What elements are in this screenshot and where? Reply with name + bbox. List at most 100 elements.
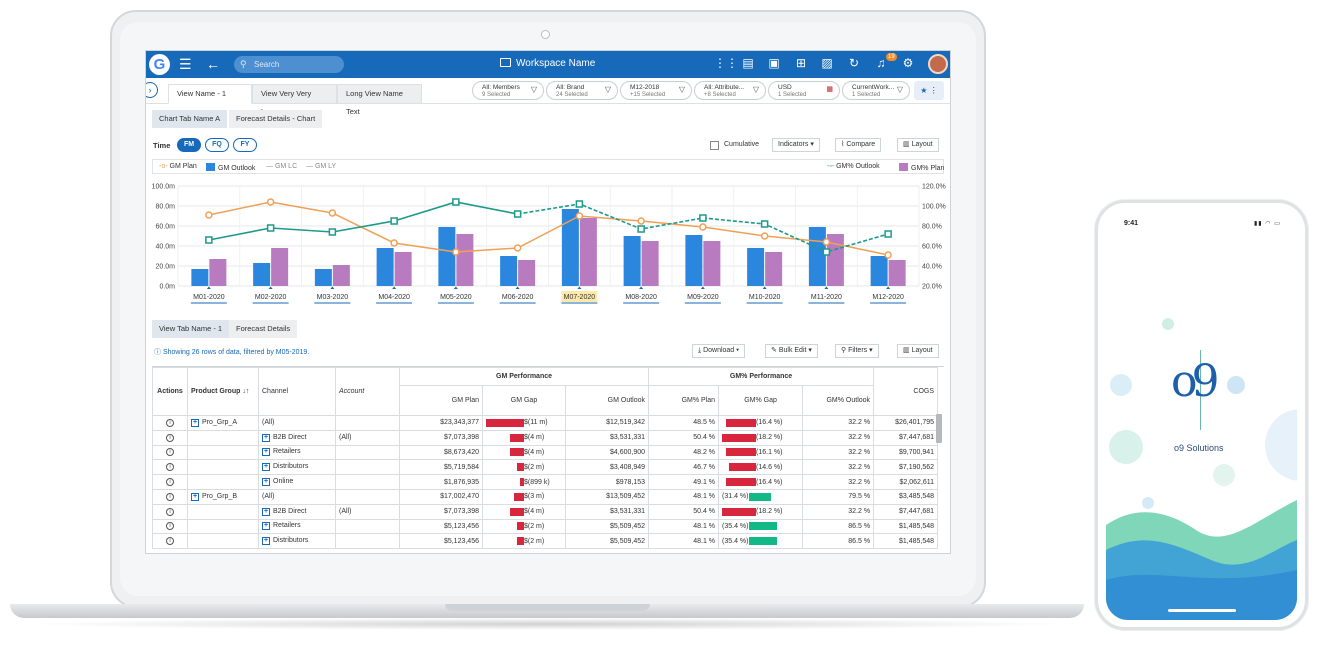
indicators-dropdown[interactable]: Indicators ▾: [772, 138, 820, 152]
info-icon[interactable]: i: [166, 463, 174, 472]
gm-plan-cell[interactable]: $5,123,456: [399, 533, 483, 550]
expand-icon[interactable]: +: [262, 463, 270, 472]
pdf-icon[interactable]: ▤: [742, 56, 754, 70]
cogs-cell[interactable]: $3,485,548: [873, 488, 939, 505]
legend-gm-ly[interactable]: — GM LY: [306, 163, 337, 170]
presentation-icon[interactable]: ▣: [768, 56, 780, 70]
gmp-plan-cell[interactable]: 48.5 %: [648, 415, 720, 431]
gm-plan-cell[interactable]: $7,073,398: [399, 503, 483, 520]
col-channel[interactable]: Channel: [258, 367, 336, 416]
cogs-cell[interactable]: $1,485,548: [873, 518, 939, 535]
avatar[interactable]: [928, 54, 948, 74]
expand-icon[interactable]: +: [262, 448, 270, 457]
gmp-plan-cell[interactable]: 50.4 %: [648, 503, 720, 520]
gmp-plan-cell[interactable]: 46.7 %: [648, 459, 720, 476]
table-row[interactable]: i + Pro_Grp_A (All) $23,343,377 $(11 m) $12,51…: [152, 415, 939, 431]
gmp-plan-cell[interactable]: 48.1 %: [648, 533, 720, 550]
filter-workspace[interactable]: CurrentWork... 1 Selected ▽: [842, 81, 910, 100]
download-dropdown[interactable]: ⤓ Download ▾: [692, 344, 746, 358]
table-row[interactable]: i + Distributors $5,719,584 $(2 m) $3,408,949…: [152, 459, 939, 476]
table-row[interactable]: i + Retailers $5,123,456 $(2 m) $5,509,452 48.…: [152, 518, 939, 535]
favorite-menu-button[interactable]: ★ ⋮: [914, 81, 944, 100]
col-gm-gap[interactable]: GM Gap: [482, 385, 566, 416]
filters-dropdown[interactable]: ⚲ Filters ▾: [835, 344, 879, 358]
expand-icon[interactable]: +: [262, 507, 270, 516]
tab-forecast-chart[interactable]: Forecast Details - Chart: [229, 110, 323, 128]
filter-attribute[interactable]: All: Attribute... +8 Selected ▽: [694, 81, 766, 100]
table-row[interactable]: i + Retailers $8,673,420 $(4 m) $4,600,900 48.…: [152, 444, 939, 461]
col-cogs[interactable]: COGS: [873, 367, 939, 416]
time-fq-button[interactable]: FQ: [205, 138, 229, 152]
gm-outlook-cell[interactable]: $12,519,342: [564, 415, 650, 431]
col-gmp-outlook[interactable]: GM% Outlook: [802, 385, 875, 416]
tab-chart-a[interactable]: Chart Tab Name A: [152, 110, 228, 128]
info-icon[interactable]: i: [166, 507, 174, 516]
info-icon[interactable]: i: [166, 433, 174, 442]
cogs-cell[interactable]: $7,447,681: [873, 429, 939, 446]
filter-time[interactable]: M12-2018 +15 Selected ▽: [620, 81, 692, 100]
expand-icon[interactable]: +: [262, 537, 270, 546]
table-layout-button[interactable]: ▥ Layout: [897, 344, 939, 358]
cogs-cell[interactable]: $2,062,611: [873, 474, 939, 490]
gm-plan-cell[interactable]: $23,343,377: [399, 415, 483, 431]
col-gm-plan[interactable]: GM Plan: [399, 385, 483, 416]
gmp-plan-cell[interactable]: 48.1 %: [648, 518, 720, 535]
tab-view-long[interactable]: View Very Very Long...: [252, 84, 337, 116]
gm-outlook-cell[interactable]: $3,531,331: [564, 429, 650, 446]
table-row[interactable]: i + Distributors $5,123,456 $(2 m) $5,509,452…: [152, 533, 939, 550]
hamburger-menu-icon[interactable]: ☰: [179, 56, 192, 72]
cogs-cell[interactable]: $1,485,548: [873, 533, 939, 550]
gmp-plan-cell[interactable]: 50.4 %: [648, 429, 720, 446]
info-icon[interactable]: i: [166, 492, 174, 501]
gm-plan-cell[interactable]: $8,673,420: [399, 444, 483, 461]
gmp-outlook-cell[interactable]: 32.2 %: [802, 474, 875, 490]
gm-outlook-cell[interactable]: $3,408,949: [564, 459, 650, 476]
gmp-outlook-cell[interactable]: 32.2 %: [802, 459, 875, 476]
sort-icon[interactable]: ↓↑: [242, 388, 250, 395]
col-product-group[interactable]: Product Group ↓↑: [187, 367, 259, 416]
legend-gm-outlook[interactable]: GM Outlook: [206, 163, 255, 172]
gmp-plan-cell[interactable]: 48.1 %: [648, 488, 720, 505]
expand-icon[interactable]: +: [191, 492, 199, 501]
info-icon[interactable]: i: [166, 448, 174, 457]
row-action-cell[interactable]: i: [152, 488, 188, 505]
time-fm-button[interactable]: FM: [177, 138, 201, 152]
legend-gmp-outlook[interactable]: -▫- GM% Outlook: [827, 163, 880, 170]
back-arrow-icon[interactable]: ←: [206, 56, 220, 72]
tab-view-1[interactable]: View Name - 1: [168, 84, 252, 104]
cogs-cell[interactable]: $26,401,795: [873, 415, 939, 431]
filter-currency[interactable]: USD 1 Selected ▦: [768, 81, 840, 100]
settings-icon[interactable]: ⚙: [902, 56, 914, 70]
table-row[interactable]: i + Online $1,876,935 $(899 k) $978,153 49.1 %…: [152, 474, 939, 490]
gmp-outlook-cell[interactable]: 32.2 %: [802, 444, 875, 461]
gm-outlook-cell[interactable]: $13,509,452: [564, 488, 650, 505]
filter-brand[interactable]: All: Brand 24 Selected ▽: [546, 81, 618, 100]
gmp-plan-cell[interactable]: 48.2 %: [648, 444, 720, 461]
gm-plan-cell[interactable]: $1,876,935: [399, 474, 483, 490]
gmp-outlook-cell[interactable]: 32.2 %: [802, 415, 875, 431]
col-gmp-plan[interactable]: GM% Plan: [648, 385, 720, 416]
gm-outlook-cell[interactable]: $5,509,452: [564, 533, 650, 550]
tab-forecast-details[interactable]: Forecast Details: [229, 320, 298, 338]
expand-icon[interactable]: +: [262, 478, 270, 487]
expand-panel-icon[interactable]: ›: [146, 82, 158, 98]
cogs-cell[interactable]: $7,447,681: [873, 503, 939, 520]
row-action-cell[interactable]: i: [152, 518, 188, 535]
row-action-cell[interactable]: i: [152, 503, 188, 520]
table-row[interactable]: i + B2B Direct (All) $7,073,398 $(4 m) $3,531,…: [152, 503, 939, 520]
gm-outlook-cell[interactable]: $3,531,331: [564, 503, 650, 520]
col-gm-outlook[interactable]: GM Outlook: [564, 385, 650, 416]
home-indicator[interactable]: [1168, 609, 1236, 612]
tab-view-long-text[interactable]: Long View Name Text: [337, 84, 422, 116]
info-icon[interactable]: i: [166, 478, 174, 487]
expand-icon[interactable]: +: [262, 522, 270, 531]
gm-outlook-cell[interactable]: $4,600,900: [564, 444, 650, 461]
add-widget-icon[interactable]: ⊞: [795, 56, 807, 70]
gmp-outlook-cell[interactable]: 86.5 %: [802, 533, 875, 550]
cogs-cell[interactable]: $9,700,941: [873, 444, 939, 461]
bell-icon[interactable]: ♫: [876, 56, 886, 70]
expand-icon[interactable]: +: [262, 433, 270, 442]
tab-view-table[interactable]: View Tab Name - 1: [152, 320, 230, 338]
gmp-outlook-cell[interactable]: 32.2 %: [802, 503, 875, 520]
chart-layout-button[interactable]: ▥ Layout: [897, 138, 939, 152]
